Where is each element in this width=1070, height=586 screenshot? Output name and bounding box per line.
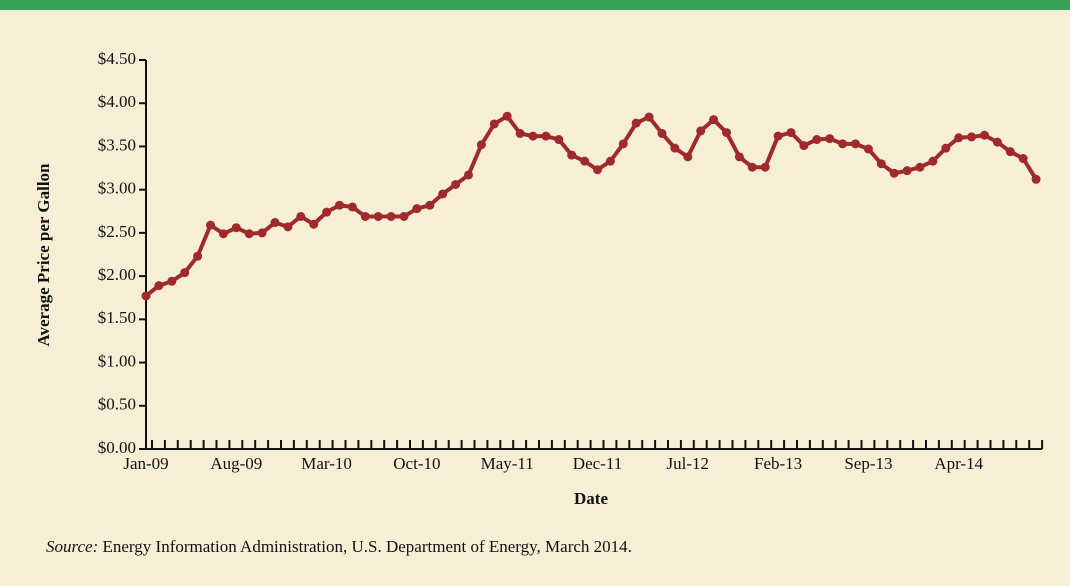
- data-point: [309, 219, 319, 229]
- y-tick-label: $2.50: [98, 222, 136, 241]
- data-point: [386, 211, 396, 221]
- data-point: [709, 115, 719, 125]
- data-point: [696, 126, 706, 136]
- x-tick-label: May-11: [481, 454, 534, 473]
- source-text: Energy Information Administration, U.S. …: [103, 537, 632, 556]
- data-point: [760, 162, 770, 172]
- data-point: [992, 137, 1002, 147]
- data-point: [141, 291, 151, 301]
- top-bar: [0, 0, 1070, 10]
- y-tick-label: $4.00: [98, 92, 136, 111]
- data-point: [644, 112, 654, 122]
- data-point: [180, 268, 190, 278]
- data-point: [412, 204, 422, 214]
- data-point: [722, 128, 731, 138]
- source-label: Source:: [46, 537, 98, 556]
- data-point: [734, 152, 744, 162]
- y-axis-title: Average Price per Gallon: [34, 163, 53, 347]
- x-tick-label: Jan-09: [123, 454, 168, 473]
- data-point: [425, 200, 435, 210]
- data-point: [373, 211, 383, 221]
- data-point: [786, 128, 796, 138]
- data-point: [683, 152, 693, 162]
- data-point: [528, 131, 538, 141]
- data-point: [851, 139, 860, 149]
- data-point: [438, 189, 448, 199]
- x-tick-label: Mar-10: [301, 454, 352, 473]
- data-point: [863, 144, 873, 154]
- y-tick-label: $1.50: [98, 308, 136, 327]
- data-point: [967, 132, 977, 142]
- data-point: [283, 222, 293, 232]
- data-point: [154, 281, 164, 291]
- data-point: [902, 166, 912, 176]
- data-point: [631, 118, 641, 128]
- y-tick-label: $4.50: [98, 49, 136, 68]
- data-point: [218, 229, 228, 239]
- source-note: Source: Energy Information Administratio…: [46, 537, 632, 556]
- data-point: [1005, 147, 1015, 157]
- data-point: [502, 111, 512, 121]
- data-point: [244, 229, 254, 239]
- data-point: [605, 156, 615, 166]
- data-point: [335, 200, 344, 210]
- data-point: [928, 156, 938, 166]
- y-tick-label: $3.00: [98, 179, 136, 198]
- data-point: [773, 131, 783, 141]
- y-tick-label: $0.00: [98, 438, 136, 457]
- data-point: [476, 140, 486, 150]
- data-point: [554, 135, 564, 145]
- y-tick-label: $1.00: [98, 351, 136, 370]
- data-point: [193, 251, 203, 261]
- data-point: [567, 150, 577, 160]
- data-point: [915, 162, 925, 172]
- x-tick-label: Dec-11: [573, 454, 622, 473]
- data-point: [270, 218, 280, 228]
- data-point: [296, 211, 306, 221]
- data-point: [657, 128, 667, 138]
- data-point: [464, 170, 473, 180]
- data-point: [257, 228, 267, 238]
- data-point: [347, 202, 357, 212]
- y-tick-label: $2.00: [98, 265, 136, 284]
- data-point: [167, 276, 177, 286]
- x-tick-label: Aug-09: [210, 454, 262, 473]
- data-point: [876, 159, 886, 169]
- x-axis-title: Date: [574, 489, 608, 508]
- data-point: [670, 143, 680, 153]
- data-point: [360, 211, 370, 221]
- data-point: [889, 168, 899, 178]
- data-point: [1031, 174, 1041, 184]
- data-point: [206, 220, 215, 230]
- data-point: [799, 141, 809, 151]
- data-point: [399, 211, 409, 221]
- data-point: [747, 162, 757, 172]
- x-tick-label: Feb-13: [754, 454, 802, 473]
- data-point: [941, 143, 951, 153]
- y-tick-label: $0.50: [98, 395, 136, 414]
- data-point: [980, 130, 989, 140]
- data-point: [515, 128, 525, 138]
- data-point: [451, 179, 461, 189]
- x-tick-label: Oct-10: [393, 454, 440, 473]
- y-tick-label: $3.50: [98, 135, 136, 154]
- data-line: [144, 114, 1038, 298]
- data-point: [618, 139, 628, 149]
- data-point: [825, 134, 835, 144]
- data-point: [489, 119, 499, 129]
- data-point: [1018, 154, 1028, 164]
- data-point: [593, 165, 602, 175]
- x-tick-label: Jul-12: [667, 454, 710, 473]
- data-point: [541, 131, 551, 141]
- x-tick-label: Sep-13: [844, 454, 892, 473]
- data-point: [954, 133, 964, 143]
- data-point: [580, 156, 590, 166]
- data-point: [231, 223, 241, 233]
- data-point: [838, 139, 848, 149]
- data-point: [322, 207, 332, 217]
- data-point: [812, 135, 822, 145]
- x-tick-label: Apr-14: [934, 454, 983, 473]
